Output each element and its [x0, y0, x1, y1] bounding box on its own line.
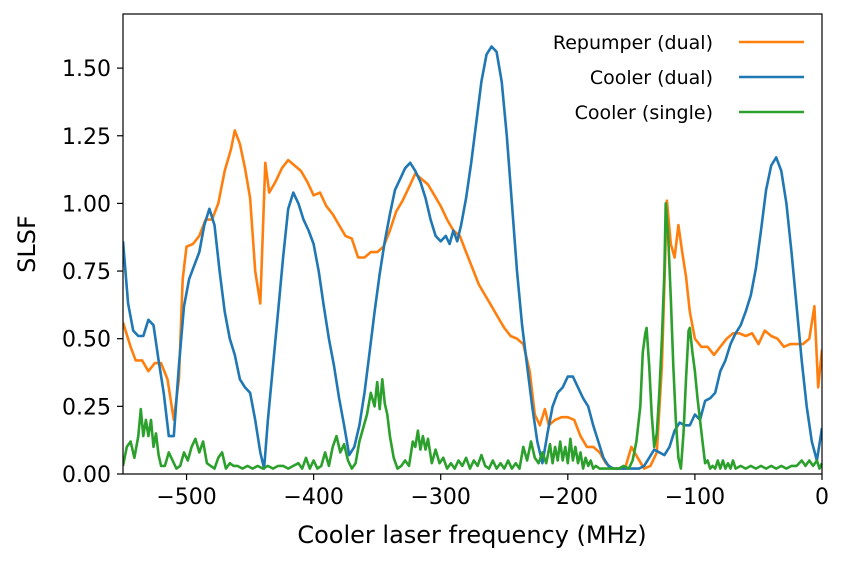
x-tick-label: −300: [411, 485, 471, 510]
series-line-2: [123, 45, 822, 470]
legend-label: Cooler (dual): [590, 67, 713, 89]
legend-label: Cooler (single): [575, 102, 713, 124]
series-line-1: [123, 129, 822, 470]
x-tick-label: −500: [156, 485, 216, 510]
y-tick-label: 1.25: [62, 125, 111, 150]
series-layer: [123, 45, 822, 470]
legend: Repumper (dual) Cooler (dual) Cooler (sing…: [553, 32, 804, 124]
y-tick-label: 1.00: [62, 192, 111, 217]
ticks-layer: −500 −400 −300 −200 −100 0 0.00 0.25 0.50 0.75 1.0…: [62, 57, 829, 510]
x-tick-label: −200: [538, 485, 598, 510]
y-tick-label: 0.50: [62, 328, 111, 353]
x-axis-label: Cooler laser frequency (MHz): [297, 521, 646, 549]
x-tick-label: −400: [283, 485, 343, 510]
y-axis-label: SLSF: [13, 215, 41, 273]
y-tick-label: 0.00: [62, 463, 111, 488]
plot-frame: [122, 13, 823, 475]
series-line-3: [123, 202, 822, 470]
y-tick-label: 1.50: [62, 57, 111, 82]
legend-label: Repumper (dual): [553, 32, 713, 54]
y-tick-label: 0.25: [62, 395, 111, 420]
x-tick-label: −100: [665, 485, 725, 510]
y-tick-label: 0.75: [62, 260, 111, 285]
x-tick-label: 0: [815, 485, 829, 510]
